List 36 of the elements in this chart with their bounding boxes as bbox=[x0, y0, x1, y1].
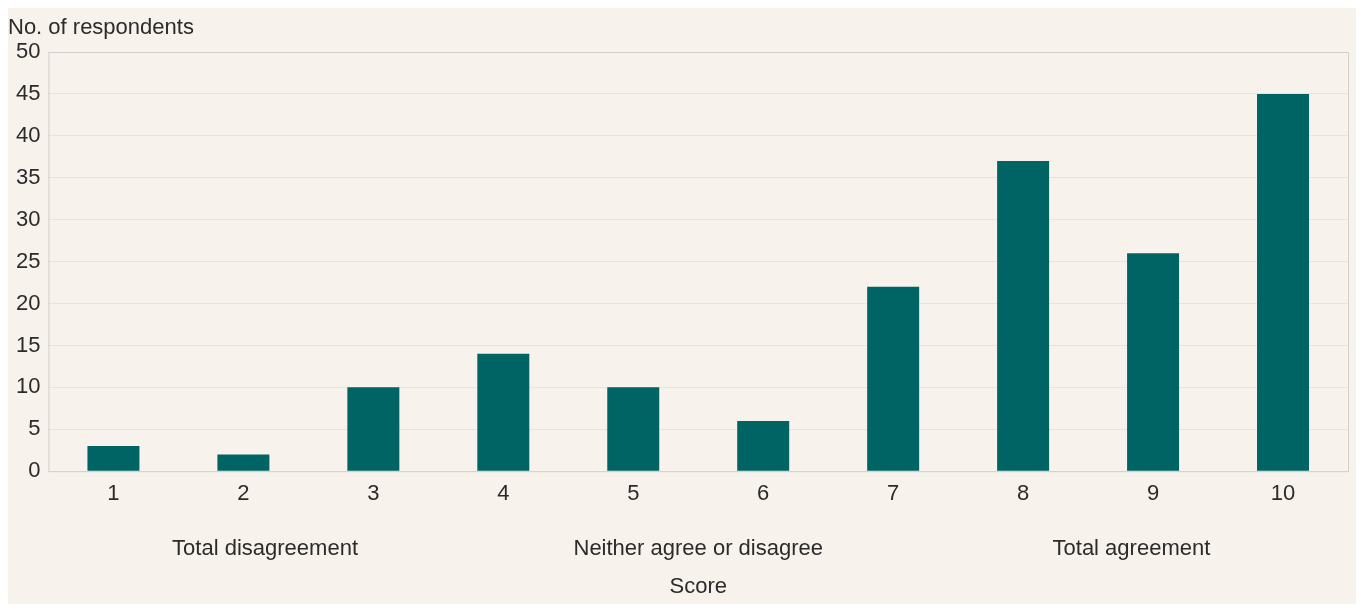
bar bbox=[997, 160, 1050, 471]
y-tick-label: 15 bbox=[15, 331, 41, 357]
bar bbox=[1257, 93, 1310, 471]
y-tick-label: 45 bbox=[15, 79, 41, 105]
x-tick-label: 1 bbox=[107, 480, 120, 506]
y-tick-label: 10 bbox=[15, 373, 41, 399]
y-tick-label: 50 bbox=[15, 38, 41, 64]
text: Total disagreement bbox=[172, 535, 358, 561]
bar bbox=[867, 286, 920, 471]
x-tick-label: 10 bbox=[1270, 480, 1296, 506]
y-tick-label: 5 bbox=[28, 415, 41, 441]
text: Total agreement bbox=[1052, 535, 1211, 561]
bar bbox=[737, 420, 790, 471]
y-tick-label: 25 bbox=[15, 247, 41, 273]
bar bbox=[607, 387, 660, 471]
bar bbox=[87, 446, 140, 471]
bar bbox=[1127, 253, 1180, 471]
y-tick-label: 30 bbox=[15, 205, 41, 231]
x-tick-label: 6 bbox=[757, 480, 770, 506]
x-tick-label: 7 bbox=[887, 480, 900, 506]
x-axis-title: Score bbox=[669, 572, 727, 598]
y-axis-title: No. of respondents bbox=[8, 14, 194, 39]
y-tick-label: 0 bbox=[28, 457, 41, 483]
x-tick-label: 9 bbox=[1146, 480, 1160, 506]
x-tick-label: 4 bbox=[497, 480, 510, 506]
bar bbox=[347, 387, 400, 471]
bar bbox=[477, 353, 530, 471]
y-tick-label: 40 bbox=[15, 121, 41, 147]
text: Neither agree or disagree bbox=[573, 535, 823, 561]
x-tick-label: 5 bbox=[627, 480, 640, 506]
x-tick-label: 8 bbox=[1016, 480, 1030, 506]
y-tick-label: 35 bbox=[15, 163, 41, 189]
bar bbox=[217, 454, 270, 471]
y-tick-label: 20 bbox=[15, 289, 41, 315]
x-tick-label: 3 bbox=[367, 480, 380, 506]
x-tick-label: 2 bbox=[237, 480, 250, 506]
